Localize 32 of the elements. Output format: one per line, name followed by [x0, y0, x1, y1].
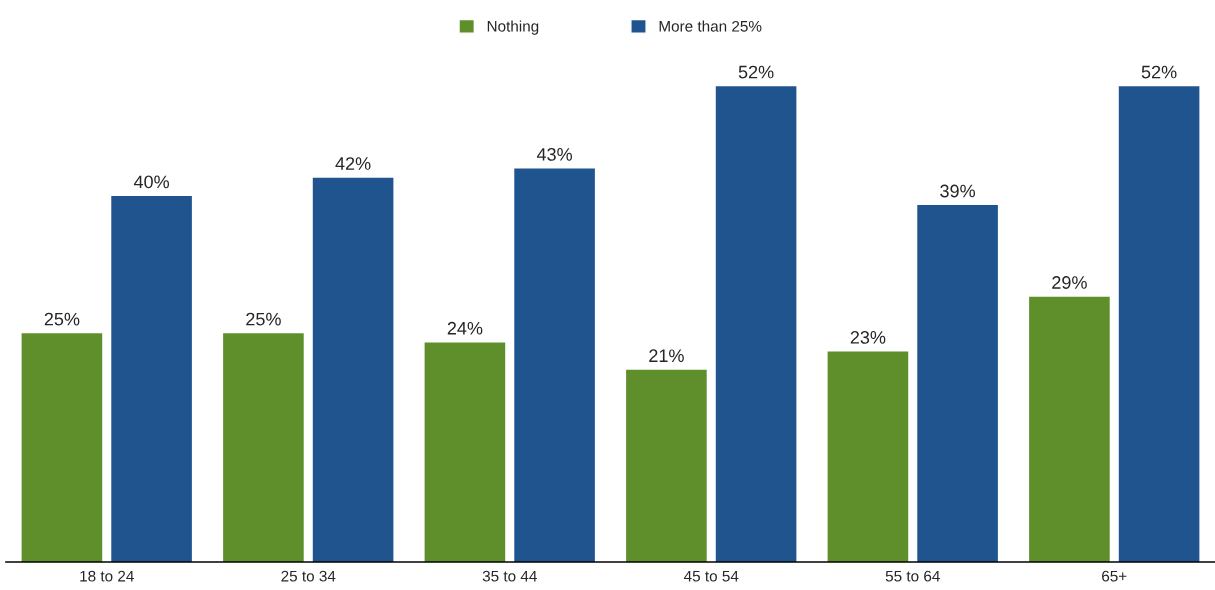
bar: [715, 86, 797, 562]
x-tick-label: 25 to 34: [281, 570, 336, 582]
legend-label: More than 25%: [659, 20, 762, 32]
bar: [312, 177, 394, 562]
legend-label: Nothing: [487, 20, 539, 35]
bar: [111, 195, 192, 562]
data-label: 29%: [1052, 276, 1087, 289]
data-label: 52%: [1141, 65, 1177, 79]
bar: [21, 333, 103, 562]
x-tick-label: 18 to 24: [80, 570, 134, 582]
data-label: 40%: [133, 175, 170, 189]
x-tick-label: 35 to 44: [482, 570, 537, 582]
x-tick-label: 45 to 54: [683, 570, 739, 582]
bar: [1029, 296, 1110, 562]
bar: [827, 351, 909, 562]
data-label: 25%: [44, 312, 80, 326]
bar: [917, 205, 998, 562]
data-label: 39%: [940, 184, 976, 198]
data-label: 52%: [738, 65, 774, 79]
bar: [626, 369, 707, 562]
data-label: 23%: [850, 331, 886, 344]
data-label: 24%: [447, 321, 483, 335]
data-label: 43%: [536, 148, 573, 161]
x-tick-label: 55 to 64: [885, 570, 940, 582]
bar: [424, 342, 506, 562]
x-tick-label: 65+: [1102, 570, 1127, 582]
bar: [514, 168, 595, 562]
data-label: 21%: [649, 349, 684, 363]
bar: [1118, 86, 1200, 562]
bar: [223, 333, 304, 562]
data-label: 25%: [246, 312, 281, 326]
data-label: 42%: [335, 157, 371, 170]
